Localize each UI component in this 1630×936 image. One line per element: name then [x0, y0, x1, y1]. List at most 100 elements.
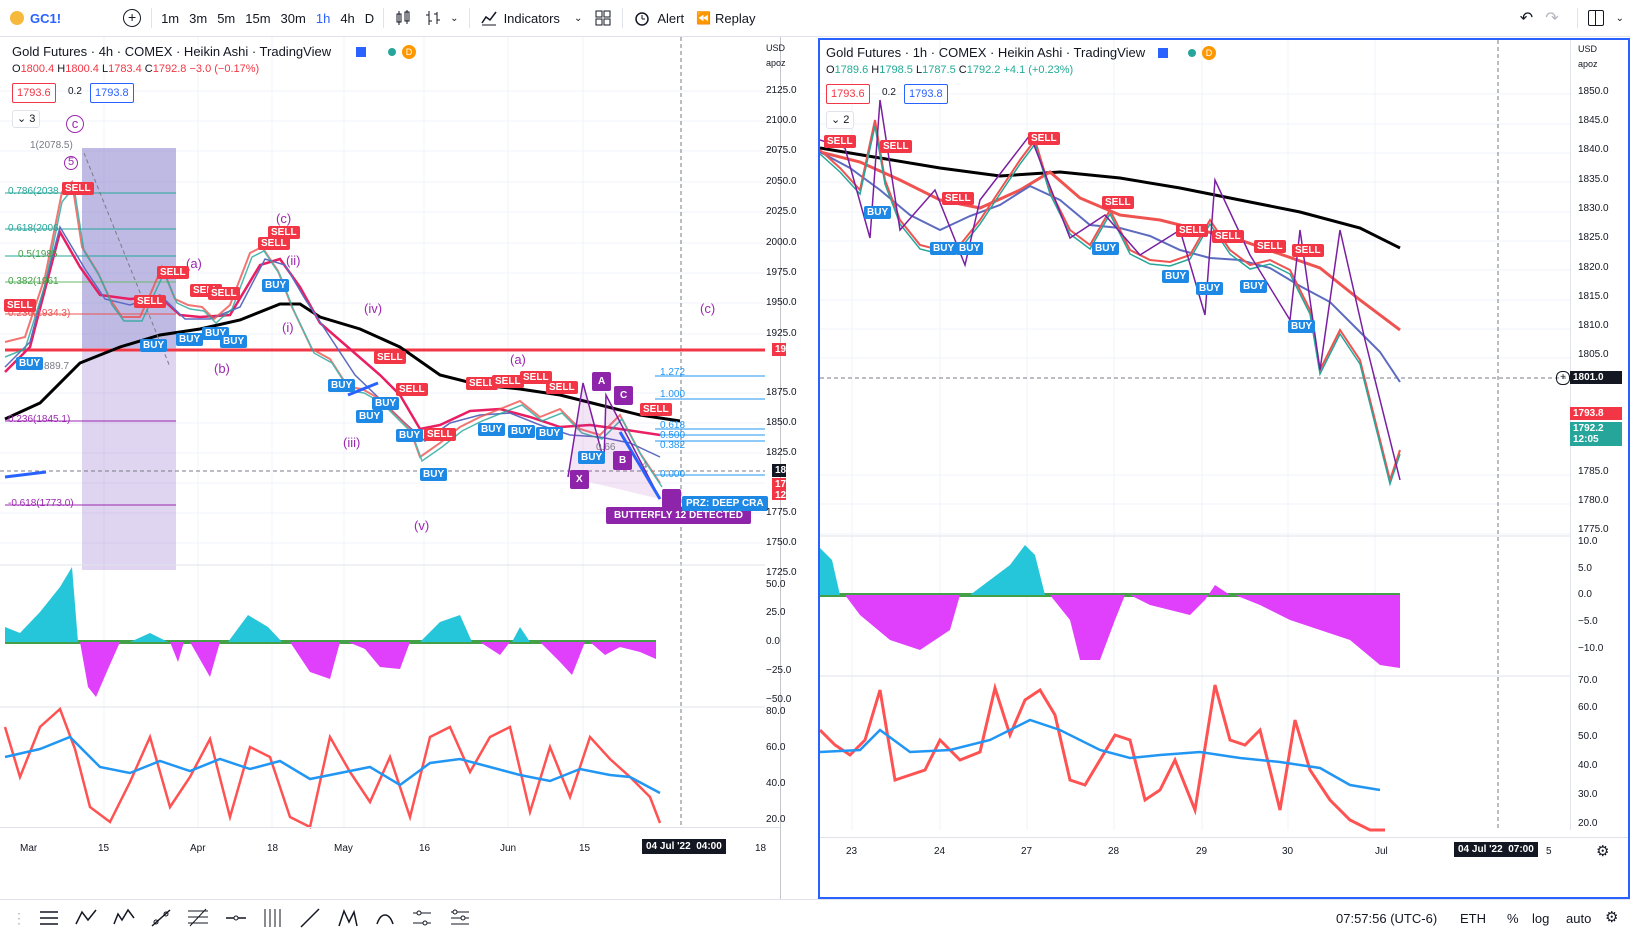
session-button[interactable]: ETH	[1460, 911, 1486, 926]
rsi-tick: 30.0	[1578, 789, 1598, 800]
tf-d[interactable]: D	[364, 10, 375, 26]
indicator-collapse-button[interactable]: ⌄ 3	[12, 110, 41, 128]
ask-button[interactable]: 1793.8	[904, 84, 948, 104]
elliott-wave-icon[interactable]	[112, 906, 136, 930]
right-time-axis[interactable]	[820, 837, 1628, 862]
macd-tick: −50.0	[766, 694, 792, 705]
tf-5m[interactable]: 5m	[217, 10, 236, 26]
sliders-icon[interactable]	[410, 906, 434, 930]
zigzag-pattern[interactable]	[820, 99, 1401, 481]
clock-time[interactable]: 07:57:56 (UTC-6)	[1336, 911, 1438, 926]
currency-label[interactable]: USD	[1578, 44, 1598, 54]
sell-signal: SELL	[1212, 230, 1244, 243]
left-time-axis[interactable]	[0, 827, 780, 853]
xabcd-pattern-icon[interactable]	[336, 906, 360, 930]
abcd-pattern-icon[interactable]	[74, 906, 98, 930]
percent-toggle[interactable]: %	[1507, 911, 1519, 926]
undo-button[interactable]: ↶	[1514, 0, 1539, 36]
butterfly-label: BUTTERFLY 12 DETECTED	[606, 507, 751, 524]
ray-icon[interactable]	[298, 906, 322, 930]
chart-settings-button[interactable]: ⚙	[1596, 842, 1609, 860]
fib-label: 0.5(1985	[18, 249, 58, 260]
bottom-toolbar: ⋮ 07:57:56 (UTC-6) ETH % log auto ⚙	[0, 899, 1630, 936]
buy-signal: BUY	[356, 410, 384, 423]
sell-signal: SELL	[942, 192, 974, 205]
right-chart-canvas[interactable]	[820, 40, 1628, 897]
settings-lines-icon[interactable]	[448, 906, 472, 930]
price-tick: 1775.0	[1578, 524, 1609, 535]
indicator-collapse-button[interactable]: ⌄ 2	[826, 111, 855, 129]
auto-toggle[interactable]: auto	[1566, 911, 1592, 926]
bid-button[interactable]: 1793.6	[12, 83, 56, 103]
left-ohlc: O1800.4 H1800.4 L1783.4 C1792.8 −3.0 (−0…	[12, 63, 260, 75]
brush-icon[interactable]	[373, 906, 397, 930]
tf-30m[interactable]: 30m	[280, 10, 306, 26]
chart-settings-button[interactable]: ⚙	[1605, 908, 1618, 926]
macd-tick: 25.0	[766, 607, 786, 618]
alert-button[interactable]: Alert	[627, 0, 690, 36]
buy-signal: BUY	[1092, 242, 1120, 255]
chart-style-dropdown[interactable]: ⌄	[418, 0, 464, 36]
tf-1h[interactable]: 1h	[315, 10, 331, 26]
right-chart-title[interactable]: Gold Futures · 1h · COMEX · Heikin Ashi …	[826, 45, 1146, 60]
sell-signal: SELL	[880, 140, 912, 153]
templates-button[interactable]	[588, 0, 618, 36]
scale-mode-label[interactable]: apoz	[766, 58, 786, 68]
chart-type-button[interactable]	[388, 0, 418, 36]
vertical-bars-icon[interactable]	[261, 906, 285, 930]
menu-lines-icon[interactable]	[37, 906, 61, 930]
bid-button[interactable]: 1793.6	[826, 84, 870, 104]
tf-4h[interactable]: 4h	[340, 10, 355, 26]
date-tick: 24	[934, 846, 946, 857]
horizontal-line-icon[interactable]	[224, 906, 248, 930]
log-toggle[interactable]: log	[1532, 911, 1550, 926]
rsi-tick: 60.0	[1578, 702, 1598, 713]
drag-handle-icon[interactable]: ⋮	[12, 910, 26, 926]
heikin-ashi-candles	[4, 179, 663, 488]
candles-icon	[396, 10, 410, 25]
compare-add-button[interactable]: +	[117, 0, 147, 36]
price-tick: 2000.0	[766, 237, 797, 248]
layout-button[interactable]	[1582, 0, 1610, 36]
left-chart-title[interactable]: Gold Futures · 4h · COMEX · Heikin Ashi …	[12, 44, 332, 59]
date-tick: 18	[755, 843, 767, 854]
date-tick: 15	[579, 843, 591, 854]
harmonic-fill	[568, 383, 660, 499]
buy-signal: BUY	[420, 468, 448, 481]
date-tick: 29	[1196, 846, 1208, 857]
divider	[1576, 8, 1578, 28]
tf-15m[interactable]: 15m	[245, 10, 271, 26]
delayed-badge: D	[402, 45, 416, 59]
divider	[151, 8, 153, 28]
symbol-button[interactable]: GC1!	[0, 0, 67, 36]
macd-tick: −25.0	[766, 665, 792, 676]
indicators-button[interactable]: Indicators ⌄	[474, 0, 589, 36]
fib-right-label: 0.500	[660, 430, 686, 441]
crosshair-date-flag: 04 Jul '22 07:00	[1454, 842, 1538, 857]
ask-button[interactable]: 1793.8	[90, 83, 134, 103]
currency-label[interactable]: USD	[766, 43, 786, 53]
left-chart-pane[interactable]: Gold Futures · 4h · COMEX · Heikin Ashi …	[0, 37, 797, 899]
scale-mode-label[interactable]: apoz	[1578, 59, 1598, 69]
price-tick: 1925.0	[766, 328, 797, 339]
fib-retracement-icon[interactable]	[186, 906, 210, 930]
layout-dropdown[interactable]: ⌄	[1610, 0, 1630, 36]
trend-line-blue[interactable]	[347, 381, 379, 397]
wave-label: c	[66, 115, 84, 133]
fib-label: 0.618(2006	[8, 223, 59, 234]
redo-button[interactable]: ↷	[1539, 0, 1564, 36]
left-chart-canvas[interactable]	[0, 37, 780, 899]
trend-line-icon[interactable]	[149, 906, 173, 930]
buy-signal: BUY	[16, 357, 44, 370]
crosshair-plus-icon[interactable]: +	[1556, 371, 1570, 385]
wave-label: (iii)	[343, 435, 361, 450]
trend-line-blue-2[interactable]	[4, 470, 47, 479]
tf-1m[interactable]: 1m	[161, 10, 180, 26]
price-tick: 1830.0	[1578, 203, 1609, 214]
right-chart-pane[interactable]: Gold Futures · 1h · COMEX · Heikin Ashi …	[818, 38, 1630, 899]
alarm-clock-icon	[635, 12, 650, 26]
crosshair-date-flag: 04 Jul '22 04:00	[642, 839, 726, 854]
fib-box[interactable]	[82, 148, 176, 570]
tf-3m[interactable]: 3m	[189, 10, 208, 26]
replay-button[interactable]: ⏪ Replay	[690, 0, 761, 36]
